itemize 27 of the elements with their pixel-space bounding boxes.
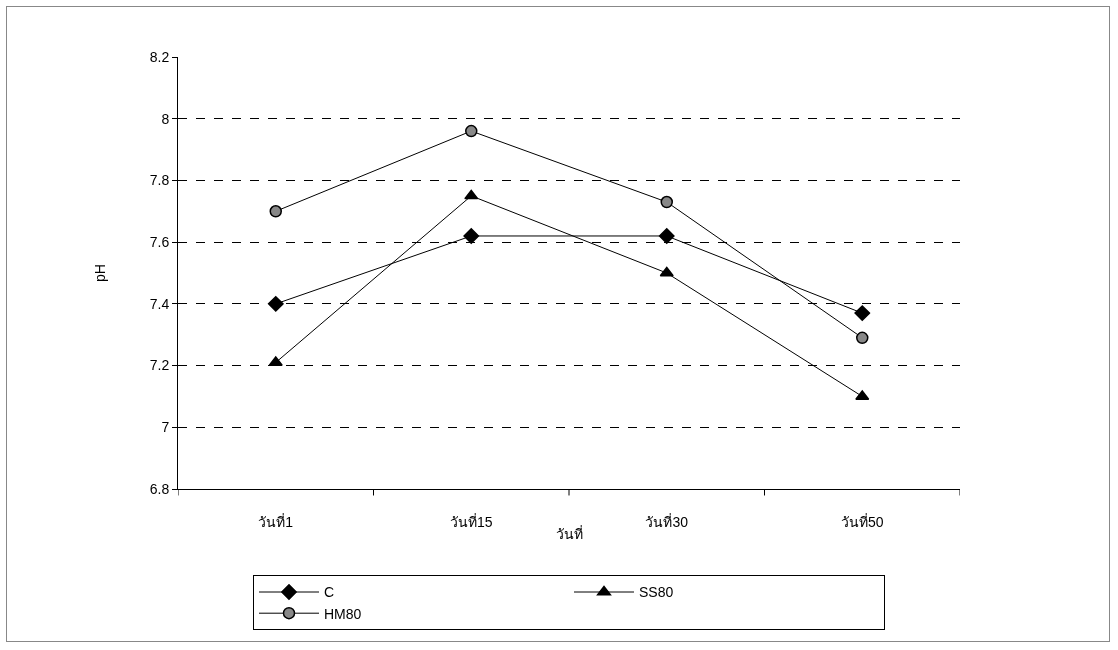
x-tick-label: วันที่30 <box>645 512 689 530</box>
x-tick-label: วันที่50 <box>840 512 884 530</box>
point <box>856 331 869 345</box>
y-tick-label: 8 <box>161 110 170 127</box>
point <box>269 205 282 218</box>
y-axis-title: pH <box>92 264 109 282</box>
y-tick-label: 7.2 <box>149 357 170 374</box>
point <box>658 228 675 244</box>
point <box>463 228 480 244</box>
x-tick-label: วันที่1 <box>258 512 294 530</box>
point <box>854 305 871 322</box>
point <box>659 266 674 277</box>
y-tick-label: 8.2 <box>149 48 170 65</box>
point <box>464 189 479 200</box>
y-tick-label: 7.8 <box>149 172 170 189</box>
legend-label: HM80 <box>324 605 362 622</box>
y-tick-label: 6.8 <box>149 480 170 497</box>
point <box>660 195 673 209</box>
legend-label: SS80 <box>639 584 674 601</box>
y-tick-label: 7.6 <box>149 234 170 251</box>
x-axis-title: วันที่ <box>555 525 583 543</box>
y-tick-label: 7.4 <box>149 295 170 312</box>
x-tick-label: วันที่15 <box>449 512 493 530</box>
point <box>465 124 478 138</box>
point <box>267 295 284 312</box>
legend-label: C <box>324 584 335 601</box>
y-tick-label: 7 <box>161 419 170 436</box>
